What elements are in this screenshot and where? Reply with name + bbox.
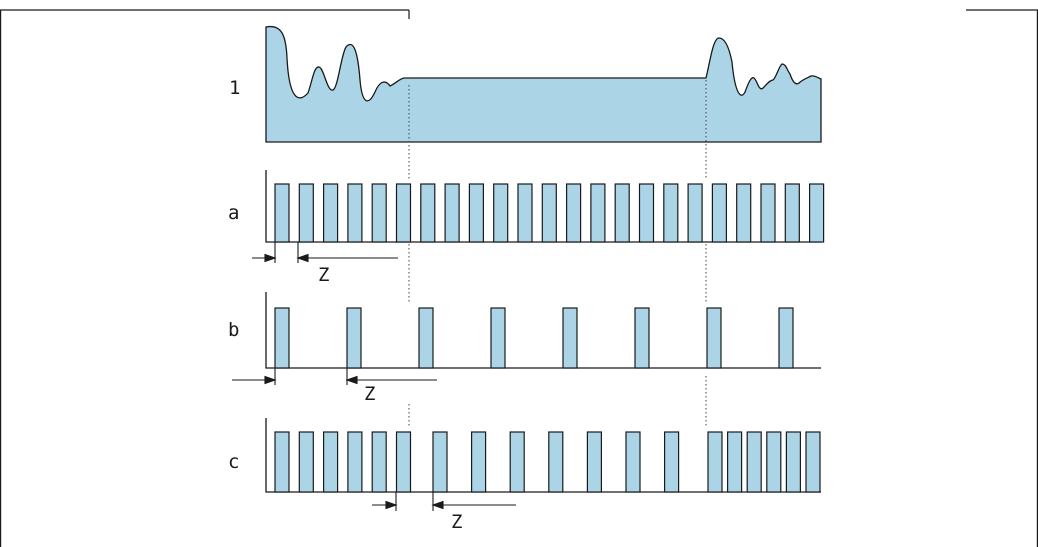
row-b-pulses — [274, 307, 794, 369]
pulse — [663, 183, 679, 243]
row-label-c: c — [228, 451, 239, 473]
pulse — [614, 183, 630, 243]
pulse — [638, 183, 655, 243]
pulse — [746, 431, 762, 493]
pulse — [707, 431, 723, 493]
signal-waveform — [265, 25, 822, 143]
pulse — [490, 307, 506, 369]
pulse — [541, 183, 557, 243]
row-label-signal: 1 — [229, 77, 240, 99]
pulse — [706, 307, 722, 369]
pulse — [432, 431, 448, 493]
pulse — [347, 183, 363, 243]
interval-label-a: Z — [318, 264, 329, 286]
pulse — [590, 183, 606, 243]
interval-label-c: Z — [451, 511, 462, 533]
pulse — [323, 431, 339, 493]
pulse — [274, 307, 290, 369]
row-label-a: a — [228, 202, 239, 224]
pulse — [785, 431, 802, 493]
pulse — [298, 431, 314, 493]
row-a-axis — [265, 170, 821, 243]
pulse — [509, 431, 525, 493]
pulse — [784, 183, 800, 243]
row-label-b: b — [228, 319, 239, 341]
pulse — [418, 307, 434, 369]
pulse — [395, 183, 412, 243]
pulse — [634, 307, 650, 369]
pulse — [805, 431, 821, 493]
interval-marker-c — [372, 492, 516, 511]
pulse — [687, 183, 703, 243]
guide-lines — [408, 80, 707, 426]
pulse — [420, 183, 436, 243]
pulse — [444, 183, 460, 243]
pulse — [493, 183, 509, 243]
pulse — [565, 183, 582, 243]
pulse — [808, 183, 825, 243]
pulse — [274, 183, 290, 243]
pulse — [586, 431, 603, 493]
pulse — [711, 183, 728, 243]
interval-label-b: Z — [364, 383, 375, 405]
interval-marker-a — [252, 242, 398, 263]
pulse — [562, 307, 578, 369]
row-a-pulses — [274, 183, 825, 243]
pulse — [371, 431, 387, 493]
pulse — [274, 431, 290, 493]
pulse — [468, 183, 484, 243]
pulse — [323, 183, 339, 243]
pulse — [726, 431, 743, 493]
pulse — [346, 307, 362, 369]
pulse — [298, 183, 314, 243]
interval-marker-b — [232, 368, 437, 385]
pulse — [766, 431, 782, 493]
pulse — [778, 307, 794, 369]
row-c-pulses — [274, 431, 821, 493]
pulse — [548, 431, 564, 493]
diagram-frame — [0, 9, 1038, 547]
pulse — [347, 431, 363, 493]
pulse — [371, 183, 387, 243]
pulse — [760, 183, 776, 243]
pulse — [471, 431, 487, 493]
pulse — [625, 431, 641, 493]
pulse — [517, 183, 533, 243]
pulse — [663, 431, 680, 493]
pulse — [395, 431, 412, 493]
pulse — [736, 183, 752, 243]
